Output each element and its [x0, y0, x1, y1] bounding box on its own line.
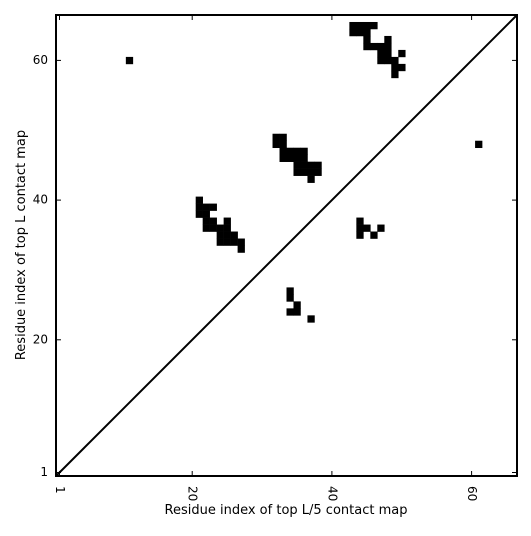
plot-frame: [55, 14, 518, 477]
contact-cell: [398, 63, 406, 72]
contact-cell: [377, 49, 385, 58]
contact-cell: [209, 224, 217, 232]
contact-cell: [307, 168, 315, 176]
contact-cell: [300, 161, 308, 169]
contact-cell: [202, 224, 210, 232]
contact-cell: [356, 217, 364, 225]
contact-cell: [195, 210, 203, 218]
contact-cell: [377, 56, 385, 65]
contact-cell: [356, 28, 364, 37]
contact-cells: [125, 21, 483, 323]
contact-cell: [370, 21, 378, 30]
contact-cell: [363, 35, 371, 44]
contact-cell: [300, 147, 308, 155]
contact-cell: [209, 203, 217, 211]
contact-cell: [384, 56, 392, 65]
x-tick-label: 1: [53, 486, 67, 494]
contact-cell: [272, 140, 280, 149]
contact-cell: [216, 231, 224, 239]
contact-cell: [286, 154, 294, 162]
x-axis-label: Residue index of top L/5 contact map: [165, 503, 408, 518]
y-tick-label: 40: [33, 193, 48, 207]
contact-cell: [195, 196, 203, 204]
contact-cell: [384, 35, 392, 44]
contact-cell: [237, 238, 245, 246]
contact-cell: [356, 21, 364, 30]
contact-cell: [349, 28, 357, 37]
contact-cell: [272, 133, 280, 142]
contact-cell: [377, 224, 385, 232]
contact-cell: [307, 161, 315, 169]
contact-cell: [293, 308, 301, 316]
contact-cell: [307, 315, 315, 323]
contact-cell: [293, 161, 301, 169]
contact-cell: [475, 140, 483, 149]
axis-ticks: 1 20 40 60 1 20 40 60: [33, 15, 517, 501]
y-tick-label: 20: [33, 332, 48, 346]
contact-cell: [279, 154, 287, 162]
contact-cell: [293, 301, 301, 309]
contact-cell: [391, 70, 399, 79]
y-tick-label: 1: [40, 465, 48, 479]
contact-cell: [293, 154, 301, 162]
y-axis-label: Residue index of top L contact map: [14, 130, 29, 360]
contact-cell: [202, 210, 210, 218]
contact-cell: [391, 56, 399, 65]
contact-cell: [356, 224, 364, 232]
contact-cell: [314, 161, 322, 169]
contact-cell: [209, 217, 217, 225]
contact-cell: [377, 42, 385, 51]
contact-cell: [398, 49, 406, 58]
contact-cell: [384, 42, 392, 51]
contact-cell: [363, 42, 371, 51]
contact-cell: [202, 217, 210, 225]
contact-cell: [349, 21, 357, 30]
contact-cell: [223, 231, 231, 239]
contact-cell: [223, 224, 231, 232]
contact-cell: [279, 140, 287, 149]
contact-cell: [293, 168, 301, 176]
contact-cell: [391, 63, 399, 72]
diagonal-line: [55, 14, 518, 477]
contact-cell: [202, 203, 210, 211]
x-tick-label: 40: [325, 486, 339, 501]
contact-cell: [230, 231, 238, 239]
contact-cell: [223, 217, 231, 225]
contact-cell: [125, 56, 134, 65]
contact-cell: [363, 28, 371, 37]
contact-cell: [223, 238, 231, 246]
contact-cell: [307, 175, 315, 183]
contact-cell: [370, 231, 378, 239]
contact-cell: [286, 287, 294, 295]
contact-cell: [286, 147, 294, 155]
y-tick-label: 60: [33, 53, 48, 67]
contact-cell: [314, 168, 322, 176]
contact-cell: [384, 49, 392, 58]
contact-cell: [363, 224, 371, 232]
contact-cell: [300, 154, 308, 162]
contact-cell: [286, 308, 294, 316]
contact-cell: [237, 245, 245, 253]
contact-cell: [230, 238, 238, 246]
contact-cell: [279, 147, 287, 155]
contact-cell: [370, 42, 378, 51]
x-tick-label: 60: [465, 486, 479, 501]
x-tick-label: 20: [186, 486, 200, 501]
contact-cell: [279, 133, 287, 142]
contact-cell: [286, 294, 294, 302]
contact-cell: [356, 231, 364, 239]
contact-cell: [216, 224, 224, 232]
contact-cell: [293, 147, 301, 155]
contact-cell: [195, 203, 203, 211]
contact-cell: [300, 168, 308, 176]
contact-cell: [216, 238, 224, 246]
contact-cell: [363, 21, 371, 30]
